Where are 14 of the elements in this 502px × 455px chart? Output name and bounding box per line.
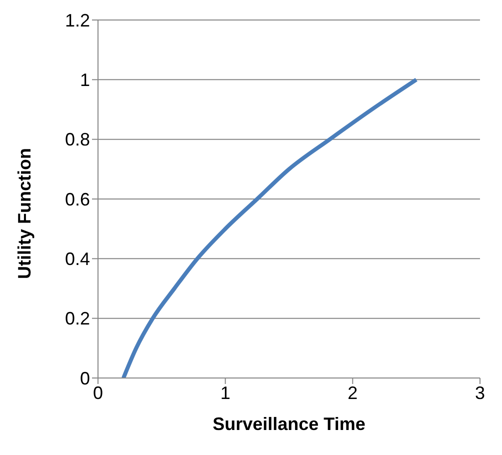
x-tick-label: 1	[220, 382, 230, 403]
x-tick-label: 3	[474, 382, 486, 403]
line-series	[121, 78, 418, 378]
x-tick-label: 2	[348, 382, 358, 403]
y-tick-label: 0.4	[64, 249, 90, 270]
y-tick-label: 0.8	[64, 130, 90, 150]
y-tick-label: 1	[80, 70, 90, 90]
y-tick-label: 0.6	[64, 189, 90, 210]
y-tick-label: 0.2	[64, 308, 90, 329]
y-axis-title: Utility Function	[14, 148, 34, 279]
x-axis-title: Surveillance Time	[212, 414, 366, 434]
y-tick-label: 1.2	[64, 10, 90, 30]
y-tick-label: 0	[80, 368, 90, 388]
x-tick-label: 0	[92, 382, 104, 403]
